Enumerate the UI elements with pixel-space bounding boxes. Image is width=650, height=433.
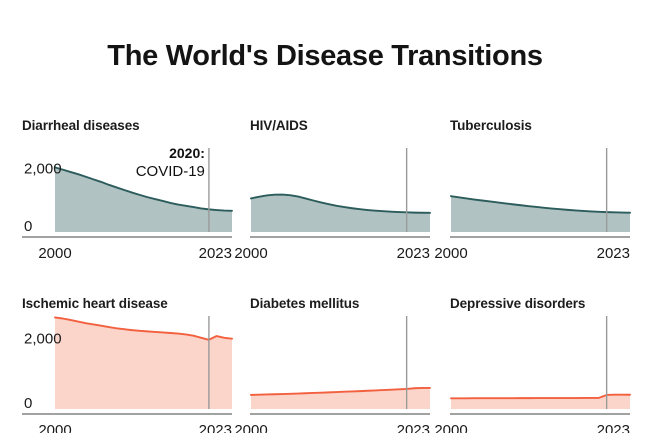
x-tick-label-end: 2023 [397,245,430,262]
y-tick-label-zero: 0 [24,395,32,412]
covid-annotation-year: 2020: [169,145,205,161]
series-line [54,166,233,212]
panel-title: Diarrheal diseases [22,118,140,133]
x-tick-label-end: 2023 [597,422,630,433]
panel-title: Tuberculosis [450,118,532,133]
panel-title: Depressive disorders [450,296,586,311]
x-tick-label-end: 2023 [397,422,430,433]
panel-title: Ischemic heart disease [22,296,168,311]
x-tick-label-end: 2023 [597,245,630,262]
x-tick-label-start: 2000 [38,422,71,433]
x-tick-label-end: 2023 [199,245,232,262]
series-line [250,386,431,396]
series-line [450,195,631,214]
area-fill [451,196,630,232]
x-tick-label-start: 2000 [234,422,267,433]
area-fill [55,317,232,409]
area-fill [55,167,232,232]
panel-title: Diabetes mellitus [250,296,360,311]
area-fill [451,394,630,409]
covid-annotation-label: COVID-19 [136,163,205,180]
panel-title: HIV/AIDS [250,118,308,133]
x-tick-label-start: 2000 [234,245,267,262]
y-tick-label-top: 2,000 [24,160,62,177]
area-fill [251,194,430,232]
x-tick-label-start: 2000 [434,245,467,262]
x-tick-label-start: 2000 [434,422,467,433]
x-tick-label-end: 2023 [199,422,232,433]
area-fill [251,387,430,409]
series-line [54,316,233,341]
series-line [450,393,631,400]
series-line [250,193,431,214]
y-tick-label-top: 2,000 [24,330,62,347]
y-tick-label-zero: 0 [24,218,32,235]
page-title: The World's Disease Transitions [107,40,543,72]
x-tick-label-start: 2000 [38,245,71,262]
